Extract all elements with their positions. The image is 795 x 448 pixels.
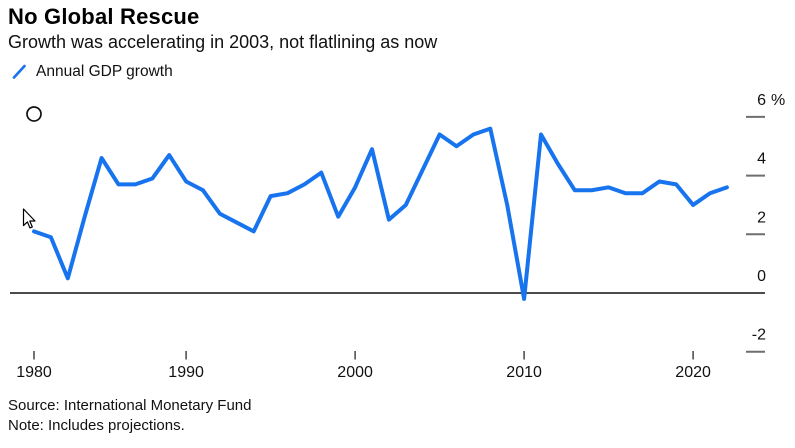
x-axis-label: 2010 — [506, 364, 542, 381]
x-axis-label: 2020 — [675, 364, 711, 381]
x-axis-label: 1990 — [168, 364, 204, 381]
gdp-growth-line — [32, 126, 729, 301]
circle-marker — [26, 106, 42, 122]
y-axis-label: 4 — [757, 151, 766, 168]
x-axis-label: 1980 — [16, 364, 52, 381]
y-axis-label: 6 — [757, 92, 766, 109]
source-note: Source: International Monetary Fund — [8, 397, 252, 414]
y-axis-unit: % — [771, 92, 785, 109]
y-axis-label: 0 — [757, 268, 766, 285]
footer: Source: International Monetary Fund Note… — [8, 396, 251, 436]
x-axis-label: 2000 — [337, 364, 373, 381]
legend-label: Annual GDP growth — [36, 63, 173, 80]
chart-subtitle: Growth was accelerating in 2003, not fla… — [8, 32, 438, 52]
projection-note: Note: Includes projections. — [8, 417, 185, 434]
line-series-legend-icon — [12, 64, 26, 79]
y-axis-label: -2 — [752, 327, 766, 344]
legend: Annual GDP growth — [11, 63, 173, 81]
y-axis-label: 2 — [757, 209, 766, 226]
mouse-cursor-icon — [22, 208, 36, 229]
chart-title: No Global Rescue — [8, 4, 200, 29]
